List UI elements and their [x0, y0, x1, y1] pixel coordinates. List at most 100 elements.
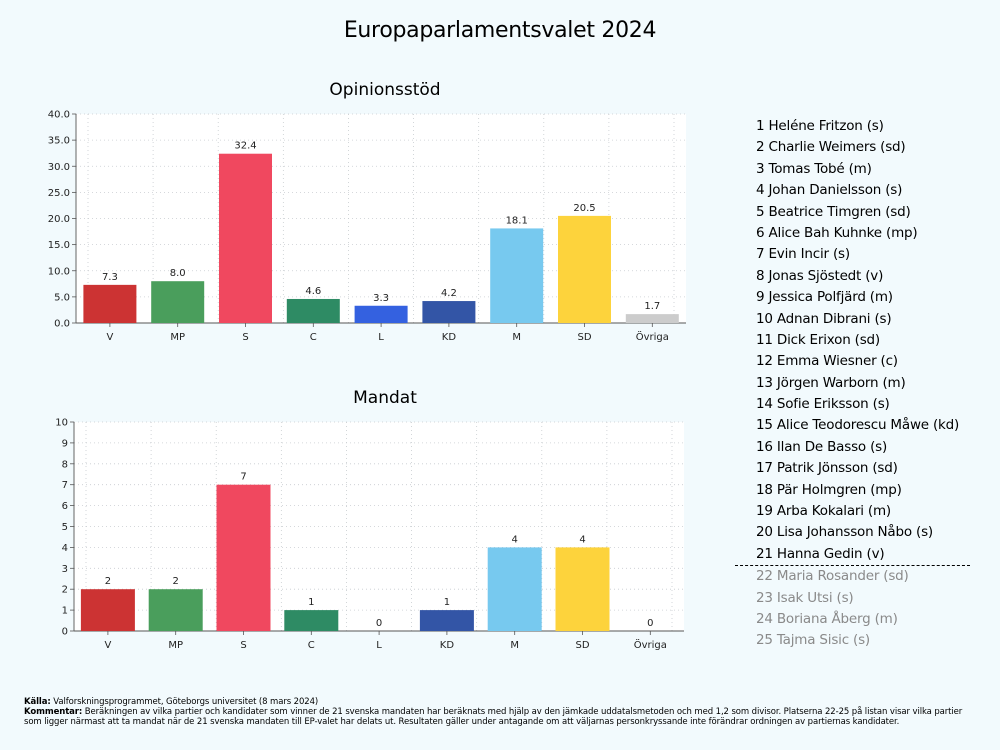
- source-text: Valforskningsprogrammet, Göteborgs unive…: [50, 697, 319, 707]
- bar-kd: [422, 301, 476, 323]
- x-tick-label: M: [510, 640, 519, 651]
- candidate-item: 24 Boriana Åberg (m): [756, 610, 898, 627]
- x-tick-label: MP: [168, 640, 183, 651]
- chart-title-mandates: Mandat: [353, 388, 417, 408]
- y-tick-label: 5: [62, 522, 68, 533]
- bar-c: [286, 298, 340, 323]
- bar-sd: [558, 215, 611, 323]
- candidate-item: 12 Emma Wiesner (c): [756, 353, 898, 370]
- candidate-item: 25 Tajma Sisic (s): [756, 632, 871, 649]
- bar-v: [83, 284, 137, 323]
- y-tick-label: 6: [62, 501, 68, 512]
- bar-v: [80, 589, 135, 631]
- y-tick-label: 0: [62, 627, 68, 638]
- source-label: Källa:: [24, 697, 51, 707]
- bar-value-label: 4: [512, 534, 518, 545]
- x-tick-label: L: [378, 332, 384, 343]
- bar-value-label: 1.7: [644, 301, 660, 312]
- x-tick-label: S: [240, 640, 246, 651]
- bar-l: [354, 305, 408, 323]
- bar-value-label: 2: [173, 576, 179, 587]
- y-tick-label: 40.0: [48, 110, 70, 121]
- x-tick-label: SD: [577, 332, 591, 343]
- bar-kd: [419, 610, 474, 631]
- y-tick-label: 1: [62, 606, 68, 617]
- candidate-item: 8 Jonas Sjöstedt (v): [756, 267, 884, 284]
- y-tick-label: 10: [55, 418, 68, 429]
- bar-value-label: 18.1: [506, 215, 528, 226]
- y-tick-label: 20.0: [48, 214, 70, 225]
- comment-note: Kommentar: Beräkningen av vilka partier …: [24, 707, 974, 727]
- comment-label: Kommentar:: [24, 707, 83, 717]
- bar-mp: [151, 281, 205, 323]
- candidate-item: 19 Arba Kokalari (m): [756, 503, 891, 520]
- bar-value-label: 4.6: [305, 286, 321, 297]
- y-tick-label: 30.0: [48, 162, 70, 173]
- bar-value-label: 4.2: [441, 288, 457, 299]
- x-tick-label: V: [104, 640, 111, 651]
- candidate-item: 6 Alice Bah Kuhnke (mp): [756, 224, 918, 241]
- x-tick-label: S: [242, 332, 248, 343]
- y-tick-label: 7: [62, 480, 68, 491]
- x-tick-label: MP: [170, 332, 185, 343]
- bar-s: [216, 484, 271, 631]
- candidate-item: 1 Heléne Fritzon (s): [756, 118, 884, 134]
- bar-value-label: 3.3: [373, 293, 389, 304]
- candidate-item: 15 Alice Teodorescu Måwe (kd): [756, 417, 960, 434]
- source-note: Källa: Valforskningsprogrammet, Göteborg…: [24, 697, 974, 707]
- bar-value-label: 32.4: [234, 141, 256, 152]
- footer-notes: Källa: Valforskningsprogrammet, Göteborg…: [24, 697, 974, 727]
- candidate-item: 4 Johan Danielsson (s): [756, 182, 903, 199]
- y-tick-label: 25.0: [48, 188, 70, 199]
- x-tick-label: KD: [440, 640, 455, 651]
- x-tick-label: C: [310, 332, 317, 343]
- bar-value-label: 8.0: [170, 268, 186, 279]
- bar-sd: [555, 547, 610, 631]
- candidate-item: 9 Jessica Polfjärd (m): [756, 289, 893, 306]
- y-tick-label: 15.0: [48, 240, 70, 251]
- bar-c: [284, 610, 339, 631]
- y-tick-label: 5.0: [54, 292, 70, 303]
- bar-value-label: 0: [647, 618, 653, 629]
- x-tick-label: SD: [575, 640, 589, 651]
- mandate-bar-chart: 0 1 2 3 4 5 6 7 8 9 10 2 V 2 MP 7 S 1 C 0 L 1 KD 4 M 4 SD 0 Övriga: [55, 418, 684, 651]
- y-tick-label: 2: [62, 585, 68, 596]
- bar-value-label: 2: [105, 576, 111, 587]
- x-tick-label: Övriga: [636, 330, 669, 343]
- bar-m: [487, 547, 542, 631]
- x-tick-label: L: [376, 640, 382, 651]
- comment-text: Beräkningen av vilka partier och kandida…: [24, 707, 963, 727]
- candidate-item: 18 Pär Holmgren (mp): [756, 481, 902, 498]
- bar-value-label: 4: [579, 534, 585, 545]
- bar-value-label: 20.5: [573, 203, 595, 214]
- bar-value-label: 1: [444, 597, 450, 608]
- y-tick-label: 3: [62, 564, 68, 575]
- candidate-item: 11 Dick Erixon (sd): [756, 331, 880, 348]
- candidate-item: 22 Maria Rosander (sd): [756, 568, 909, 585]
- candidate-list: 1 Heléne Fritzon (s) 2 Charlie Weimers (s…: [735, 116, 970, 652]
- candidate-item: 20 Lisa Johansson Nåbo (s): [756, 524, 933, 541]
- bar-value-label: 7: [240, 472, 246, 483]
- x-tick-label: M: [512, 332, 521, 343]
- candidate-item: 2 Charlie Weimers (sd): [756, 139, 906, 156]
- bar-value-label: 7.3: [102, 272, 118, 283]
- y-tick-label: 8: [62, 459, 68, 470]
- candidate-item: 13 Jörgen Warborn (m): [756, 374, 906, 391]
- candidate-item: 10 Adnan Dibrani (s): [756, 310, 892, 327]
- main-title: Europaparlamentsvalet 2024: [343, 18, 657, 43]
- y-tick-label: 35.0: [48, 136, 70, 147]
- candidate-item: 17 Patrik Jönsson (sd): [756, 460, 898, 477]
- bar-övriga: [625, 314, 679, 323]
- y-tick-label: 10.0: [48, 266, 70, 277]
- y-tick-label: 0.0: [54, 319, 70, 330]
- candidate-item: 7 Evin Incir (s): [756, 246, 850, 263]
- candidate-item: 23 Isak Utsi (s): [756, 589, 854, 606]
- x-tick-label: Övriga: [634, 638, 667, 651]
- candidate-item: 16 Ilan De Basso (s): [756, 438, 888, 455]
- bar-m: [490, 228, 544, 323]
- x-tick-label: KD: [442, 332, 457, 343]
- y-tick-label: 9: [62, 438, 68, 449]
- chart-title-opinion: Opinionsstöd: [329, 80, 441, 100]
- x-tick-label: V: [106, 332, 113, 343]
- candidate-item: 14 Sofie Eriksson (s): [756, 396, 890, 413]
